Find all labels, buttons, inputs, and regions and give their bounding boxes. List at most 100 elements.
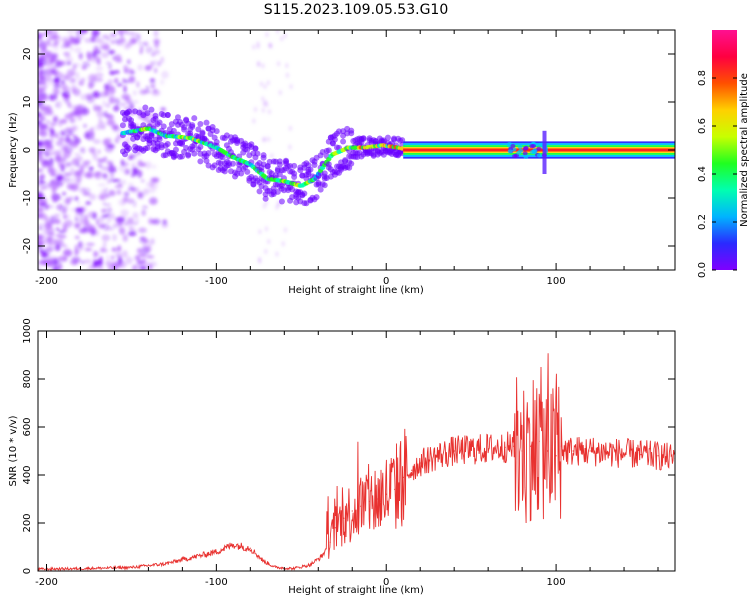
heatmap-cell	[325, 147, 332, 154]
heatmap-cell	[291, 162, 298, 169]
heatmap-cell	[53, 82, 62, 89]
heatmap-cell	[78, 240, 82, 249]
heatmap-cell	[119, 102, 127, 107]
heatmap-cell	[71, 84, 77, 91]
heatmap-cell	[93, 45, 100, 54]
heatmap-cell	[38, 100, 42, 109]
heatmap-cell	[213, 138, 220, 145]
heatmap-cell	[106, 254, 110, 261]
heatmap-cell	[147, 241, 151, 247]
snr-ylabel: SNR (10 * v/v)	[8, 415, 19, 486]
heatmap-cell	[348, 127, 355, 134]
colorbar: 0.0 0.2 0.4 0.6 0.8 Normalized spectral ampl…	[697, 30, 750, 278]
heatmap-cell	[94, 171, 100, 179]
heatmap-cell	[38, 61, 44, 68]
heatmap-cell	[80, 93, 89, 101]
heatmap-cell	[542, 130, 547, 174]
heatmap-cell	[38, 174, 44, 180]
heatmap-cell	[54, 72, 58, 77]
heatmap-cell	[53, 150, 62, 156]
heatmap-cell	[78, 52, 83, 60]
heatmap-cell	[38, 140, 43, 147]
heatmap-cell	[125, 43, 129, 50]
heatmap-cell	[114, 184, 123, 189]
heatmap-cell	[45, 247, 54, 252]
heatmap-cell	[95, 66, 104, 71]
heatmap-cell	[130, 173, 136, 177]
heatmap-cell	[108, 144, 116, 149]
colorbar-tick-label: 0.4	[697, 166, 708, 182]
heatmap-cell	[42, 198, 48, 205]
heatmap-cell	[301, 190, 308, 197]
heatmap-cell	[256, 44, 260, 50]
heatmap-cell	[54, 87, 60, 96]
heatmap-cell	[39, 259, 48, 264]
heatmap-cell	[276, 30, 280, 34]
heatmap-cell	[85, 201, 92, 205]
heatmap-cell	[244, 168, 251, 175]
heatmap-cell	[99, 247, 106, 253]
heatmap-cell	[130, 122, 137, 129]
heatmap-cell	[52, 77, 61, 84]
heatmap-cell	[107, 178, 111, 185]
heatmap-cell	[71, 125, 77, 132]
heatmap-cell	[53, 54, 59, 59]
heatmap-cell	[44, 159, 48, 164]
heatmap-cell	[95, 94, 102, 99]
heatmap-cell	[141, 205, 148, 210]
heatmap-cell	[83, 259, 92, 264]
heatmap-cell	[160, 123, 167, 130]
heatmap-cell	[46, 151, 55, 156]
heatmap-cell	[65, 56, 74, 63]
heatmap-cell	[121, 199, 127, 205]
heatmap-cell	[203, 119, 210, 126]
heatmap-cell	[185, 151, 192, 158]
heatmap-cell	[141, 209, 147, 217]
heatmap-cell	[127, 59, 131, 65]
heatmap-cell	[161, 70, 169, 79]
heatmap-cell	[123, 192, 127, 196]
heatmap-cell	[47, 67, 53, 76]
colorbar-tick-label: 0.6	[697, 118, 708, 134]
heatmap-cell	[262, 195, 269, 202]
heatmap-cell	[517, 144, 523, 149]
x-tick-label: 0	[383, 577, 389, 588]
heatmap-cell	[53, 46, 59, 51]
heatmap-cell	[86, 95, 95, 104]
heatmap-cell	[123, 169, 130, 176]
heatmap-cell	[121, 250, 129, 258]
heatmap-cell	[321, 182, 328, 189]
heatmap-cell	[265, 102, 269, 108]
heatmap-cell	[523, 154, 529, 159]
heatmap-cell	[270, 153, 274, 159]
heatmap-cell	[137, 64, 144, 71]
heatmap-cell	[69, 45, 74, 52]
heatmap-cell	[516, 150, 522, 155]
heatmap-cell	[161, 222, 169, 228]
heatmap-cell	[112, 233, 118, 242]
heatmap-cell	[256, 188, 263, 195]
snr-data-point	[504, 446, 506, 448]
heatmap-cell	[261, 107, 265, 113]
heatmap-cell	[291, 173, 298, 180]
heatmap-cell	[60, 208, 67, 215]
heatmap-cell	[144, 144, 151, 151]
heatmap-cell	[281, 241, 285, 247]
heatmap-cell	[265, 32, 269, 38]
heatmap-cell	[69, 72, 76, 76]
heatmap-cell	[197, 143, 204, 150]
heatmap-cell	[74, 235, 80, 239]
heatmap-cell	[109, 178, 119, 183]
heatmap-cell	[160, 79, 165, 85]
heatmap-cell	[115, 219, 124, 224]
y-tick-label: 800	[22, 369, 33, 388]
heatmap-cell	[125, 191, 129, 197]
heatmap-cell	[51, 258, 59, 266]
heatmap-cell	[125, 99, 133, 105]
y-tick-label: 20	[22, 48, 33, 61]
heatmap-cell	[257, 256, 261, 262]
heatmap-cell	[38, 211, 44, 219]
heatmap-cell	[137, 195, 144, 200]
heatmap-cell	[313, 194, 320, 201]
